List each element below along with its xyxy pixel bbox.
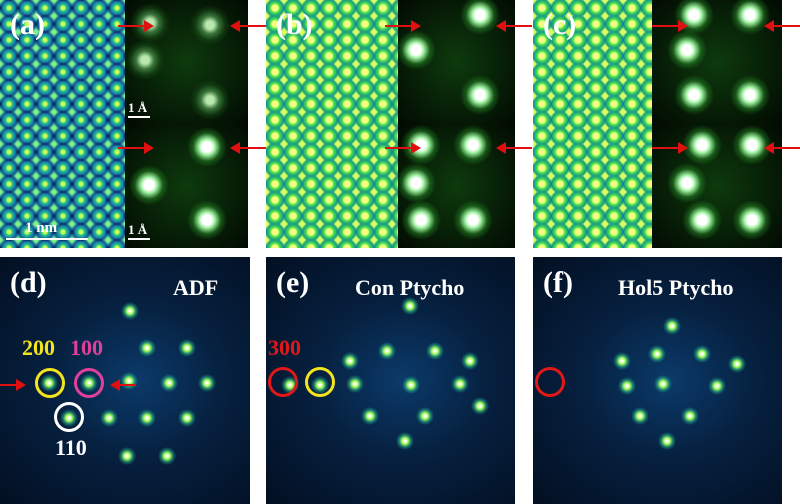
panel-label-c: (c) bbox=[543, 8, 577, 41]
arrow-right-icon bbox=[118, 20, 154, 32]
arrow-left-icon bbox=[110, 379, 136, 391]
arrow-right-icon bbox=[652, 142, 688, 154]
arrow-left-icon bbox=[764, 142, 800, 154]
index-label-200: 200 bbox=[22, 335, 55, 360]
panel-b-lattice-image bbox=[266, 0, 398, 248]
scale-bar-inset-bottom bbox=[128, 238, 150, 240]
arrow-left-icon bbox=[496, 142, 532, 154]
panel-d-fft bbox=[0, 257, 250, 504]
circle-300 bbox=[268, 367, 298, 397]
panel-title-adf: ADF bbox=[173, 275, 219, 300]
arrow-right-icon bbox=[385, 142, 421, 154]
index-label-110: 110 bbox=[55, 435, 87, 460]
arrow-left-icon bbox=[230, 142, 266, 154]
arrow-left-icon bbox=[230, 20, 266, 32]
panel-label-a: (a) bbox=[10, 8, 45, 41]
circle-100 bbox=[74, 368, 104, 398]
panel-b-inset bbox=[398, 0, 515, 248]
arrow-left-icon bbox=[496, 20, 532, 32]
scale-label-inset-bottom: 1 Å bbox=[128, 222, 148, 237]
panel-title-con-ptycho: Con Ptycho bbox=[355, 275, 465, 300]
index-label-300: 300 bbox=[268, 335, 301, 360]
scale-bar-inset-top bbox=[128, 116, 150, 118]
scale-label-inset-top: 1 Å bbox=[128, 100, 148, 115]
panel-c-inset bbox=[652, 0, 782, 248]
arrow-right-icon bbox=[652, 20, 688, 32]
panel-label-e: (e) bbox=[276, 266, 310, 299]
circle-110 bbox=[54, 402, 84, 432]
circle-200 bbox=[305, 367, 335, 397]
panel-a-inset bbox=[125, 0, 248, 248]
circle-200 bbox=[35, 368, 65, 398]
panel-c-lattice-image bbox=[533, 0, 652, 248]
index-label-100: 100 bbox=[70, 335, 103, 360]
panel-f-fft bbox=[533, 257, 782, 504]
panel-title-hol5-ptycho: Hol5 Ptycho bbox=[618, 275, 734, 300]
arrow-right-icon bbox=[0, 379, 26, 391]
arrow-right-icon bbox=[385, 20, 421, 32]
scale-bar-main bbox=[6, 238, 88, 240]
scale-label-main: 1 nm bbox=[25, 220, 58, 236]
circle-300 bbox=[535, 367, 565, 397]
panel-a-lattice-image bbox=[0, 0, 125, 248]
panel-label-b: (b) bbox=[276, 8, 313, 41]
panel-label-f: (f) bbox=[543, 266, 573, 299]
arrow-right-icon bbox=[118, 142, 154, 154]
panel-label-d: (d) bbox=[10, 266, 47, 299]
arrow-left-icon bbox=[764, 20, 800, 32]
